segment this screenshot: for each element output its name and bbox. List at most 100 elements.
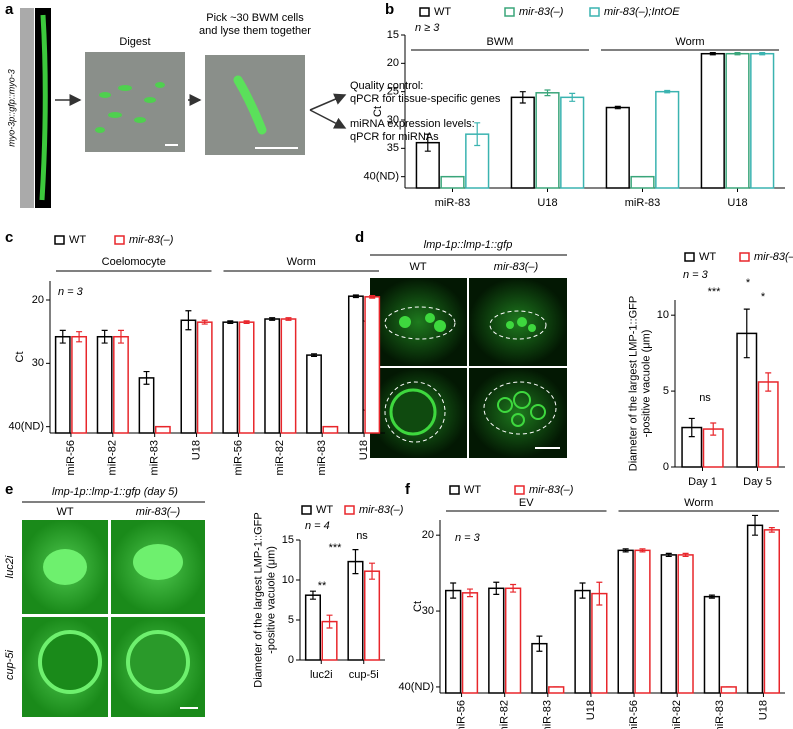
bar bbox=[71, 335, 88, 434]
bar bbox=[461, 592, 479, 694]
error-bar bbox=[474, 122, 481, 147]
error-bar bbox=[59, 329, 66, 344]
y-tick-label: 5 bbox=[288, 614, 294, 626]
bar bbox=[180, 319, 197, 434]
y-axis-label: Ct bbox=[372, 106, 384, 117]
strain-label: myo-3p::gfp::myo-3 bbox=[6, 69, 16, 147]
error-bar bbox=[743, 308, 750, 359]
significance: ** bbox=[318, 580, 327, 592]
y-axis-label: Diameter of the largest LMP-1::GFP bbox=[627, 296, 639, 471]
bar bbox=[364, 570, 381, 661]
bar bbox=[488, 587, 505, 694]
x-tick-label: U18 bbox=[537, 197, 557, 209]
panel-label: a bbox=[5, 1, 14, 18]
bar bbox=[746, 524, 764, 694]
significance: ns bbox=[356, 530, 368, 542]
bar bbox=[54, 335, 71, 434]
panel-label: c bbox=[5, 229, 13, 246]
sample-size: n = 3 bbox=[58, 286, 84, 298]
y-tick-label: 10 bbox=[657, 309, 669, 321]
error-bar bbox=[510, 583, 517, 593]
bar bbox=[591, 592, 608, 694]
legend-label: WT bbox=[464, 484, 481, 496]
x-tick-label: U18 bbox=[757, 700, 769, 720]
micrographs bbox=[370, 278, 567, 458]
legend-label: mir-83(–);IntOE bbox=[604, 6, 680, 18]
panel-label: d bbox=[355, 229, 364, 246]
x-tick-label: miR-83 bbox=[625, 197, 660, 209]
error-bar bbox=[765, 372, 772, 392]
bar bbox=[605, 106, 630, 189]
bar bbox=[703, 595, 721, 694]
significance: *** bbox=[708, 286, 722, 298]
cells bbox=[95, 82, 165, 133]
bar bbox=[617, 549, 634, 694]
legend-swatch bbox=[419, 7, 430, 17]
bar bbox=[548, 686, 565, 694]
y-tick-label: 20 bbox=[387, 57, 399, 69]
panel-label: b bbox=[385, 1, 394, 18]
error-bar bbox=[569, 92, 576, 102]
x-tick-label: miR-82 bbox=[499, 700, 511, 729]
bar bbox=[630, 175, 655, 189]
y-tick-label: 20 bbox=[422, 529, 434, 541]
error-bar bbox=[201, 319, 208, 325]
x-tick-label: miR-82 bbox=[107, 440, 119, 475]
group-label: EV bbox=[519, 497, 534, 509]
x-tick-label: miR-83 bbox=[316, 440, 328, 475]
x-tick-label: miR-56 bbox=[232, 440, 244, 475]
error-bar bbox=[493, 581, 500, 595]
error-bar bbox=[76, 331, 83, 343]
legend-swatch bbox=[739, 252, 750, 262]
legend-swatch bbox=[114, 235, 125, 245]
x-tick-label: luc2i bbox=[310, 669, 333, 681]
error-bar bbox=[759, 51, 766, 56]
y-axis-label: -positive vacuole (μm) bbox=[640, 330, 652, 438]
error-bar bbox=[752, 514, 759, 536]
error-bar bbox=[664, 89, 671, 94]
error-bar bbox=[185, 310, 192, 331]
step-label: and lyse them together bbox=[199, 25, 311, 37]
bar bbox=[560, 96, 585, 189]
x-tick-label: U18 bbox=[727, 197, 747, 209]
y-axis-label: Ct bbox=[412, 601, 424, 612]
y-tick-label: 30 bbox=[422, 605, 434, 617]
bar bbox=[655, 90, 680, 189]
bar bbox=[280, 318, 297, 434]
y-tick-label: 35 bbox=[387, 142, 399, 154]
legend-swatch bbox=[684, 252, 695, 262]
y-tick-label: 10 bbox=[282, 574, 294, 586]
y-axis-label: Diameter of the largest LMP-1::GFP bbox=[252, 512, 264, 687]
legend-label: mir-83(–) bbox=[529, 484, 574, 496]
error-bar bbox=[309, 590, 316, 600]
error-bar bbox=[639, 548, 646, 553]
bar bbox=[510, 96, 535, 189]
legend-label: WT bbox=[316, 504, 333, 516]
bar bbox=[238, 321, 255, 434]
panel-label: e bbox=[5, 481, 13, 498]
bar bbox=[720, 686, 737, 694]
legend-label: WT bbox=[69, 234, 86, 246]
error-bar bbox=[622, 548, 629, 553]
bar bbox=[347, 295, 364, 434]
arrow bbox=[309, 93, 347, 111]
legend-swatch bbox=[514, 485, 525, 495]
y-tick-label: 15 bbox=[282, 534, 294, 546]
error-bar bbox=[227, 320, 234, 325]
column-label: mir-83(–) bbox=[494, 261, 539, 273]
x-tick-label: miR-83 bbox=[149, 440, 161, 475]
row-label: cup-5i bbox=[4, 649, 16, 680]
cell bbox=[233, 75, 267, 135]
error-bar bbox=[709, 51, 716, 56]
error-bar bbox=[710, 422, 717, 436]
error-bar bbox=[450, 582, 457, 599]
arrow bbox=[309, 109, 347, 129]
x-tick-label: miR-56 bbox=[628, 700, 640, 729]
bar bbox=[574, 589, 591, 694]
legend-swatch bbox=[504, 7, 515, 17]
group-label: Worm bbox=[675, 36, 704, 48]
group-label: Worm bbox=[287, 256, 316, 268]
output-label: qPCR for tissue-specific genes bbox=[350, 93, 501, 105]
group-label: Coelomocyte bbox=[102, 256, 166, 268]
